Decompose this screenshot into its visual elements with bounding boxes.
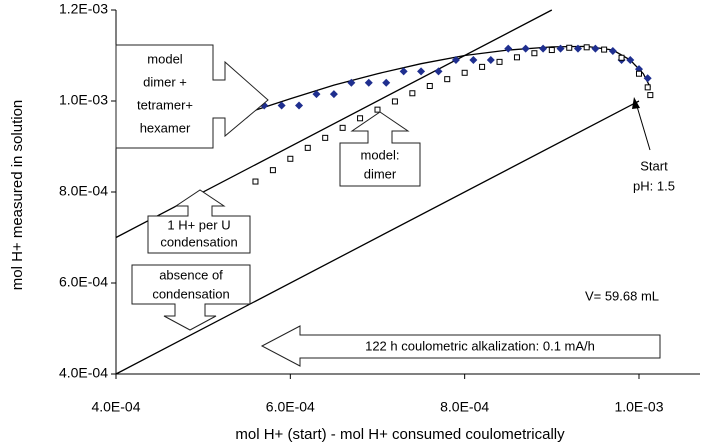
x-tick-label: 8.0E-04 xyxy=(440,399,489,415)
diamond-marker xyxy=(626,56,635,65)
square-marker xyxy=(479,63,486,70)
diamond-marker xyxy=(469,56,478,65)
diamond-marker xyxy=(591,44,600,53)
annotation-text: 122 h coulometric alkalization: 0.1 mA/h xyxy=(365,338,595,353)
square-marker xyxy=(269,167,276,174)
annotation-text: V= 59.68 mL xyxy=(585,288,659,303)
diamond-marker xyxy=(504,44,513,53)
annotation-arrow xyxy=(147,189,251,254)
x-axis-label: mol H+ (start) - mol H+ consumed coulome… xyxy=(235,426,565,443)
y-tick-label: 6.0E-04 xyxy=(59,274,108,290)
square-marker xyxy=(252,178,259,185)
y-tick-label: 4.0E-04 xyxy=(59,365,108,381)
diamond-marker xyxy=(382,78,391,87)
x-tick-label: 6.0E-04 xyxy=(266,399,315,415)
square-marker xyxy=(444,76,451,83)
square-marker xyxy=(322,134,329,141)
square-marker xyxy=(548,47,555,54)
square-marker xyxy=(304,144,311,151)
diamond-marker xyxy=(295,101,304,110)
y-axis-label: mol H+ measured in solution xyxy=(9,100,26,291)
diamond-marker xyxy=(364,78,373,87)
y-tick-label: 1.0E-03 xyxy=(59,92,108,108)
diamond-marker xyxy=(451,56,460,65)
diamond-marker xyxy=(434,67,443,76)
annotation-arrow xyxy=(339,111,421,187)
annotation-text: pH: 1.5 xyxy=(633,178,675,193)
annotation-arrow xyxy=(260,325,661,367)
y-tick-label: 1.2E-03 xyxy=(59,1,108,17)
square-marker xyxy=(496,58,503,65)
square-marker xyxy=(513,54,520,61)
square-marker xyxy=(357,115,364,122)
square-marker xyxy=(635,70,642,77)
x-tick-label: 4.0E-04 xyxy=(91,399,140,415)
annotation-text: dimer xyxy=(364,166,397,181)
diamond-marker xyxy=(277,101,286,110)
square-marker xyxy=(601,46,608,53)
annotation-arrow xyxy=(131,264,251,331)
annotations: model dimer + tetramer+ hexamer model: d… xyxy=(115,44,675,367)
plot-area: 4.0E-04 6.0E-04 8.0E-04 1.0E-03 1.2E-03 4.0E-… xyxy=(59,1,700,415)
square-marker xyxy=(287,155,294,162)
square-marker xyxy=(409,90,416,97)
square-marker xyxy=(618,54,625,61)
annotation-text: condensation xyxy=(152,286,229,301)
diamond-marker xyxy=(329,90,338,99)
annotation-text: 1 H+ per U xyxy=(167,217,230,232)
annotation-arrow xyxy=(115,44,269,149)
annotation-text: hexamer xyxy=(140,120,191,135)
diamond-marker xyxy=(521,44,530,53)
diamond-marker xyxy=(312,90,321,99)
diamond-marker xyxy=(347,78,356,87)
square-marker xyxy=(339,124,346,131)
y-tick-label: 8.0E-04 xyxy=(59,183,108,199)
annotation-text: Start xyxy=(640,158,668,173)
square-marker xyxy=(426,82,433,89)
diamond-marker xyxy=(486,56,495,65)
diamond-marker xyxy=(608,46,617,55)
square-marker xyxy=(531,50,538,57)
annotation-text: tetramer+ xyxy=(137,97,193,112)
diamond-marker xyxy=(539,44,548,53)
annotation-text: dimer + xyxy=(143,74,187,89)
annotation-text: absence of xyxy=(159,267,223,282)
annotation-pointer-head xyxy=(632,97,640,109)
annotation-text: model: xyxy=(360,147,399,162)
square-marker xyxy=(644,84,651,91)
annotation-text: condensation xyxy=(160,234,237,249)
square-marker xyxy=(566,44,573,51)
diamond-marker xyxy=(399,67,408,76)
line-series xyxy=(115,100,640,375)
diamond-marker xyxy=(573,44,582,53)
line-series xyxy=(229,45,651,119)
square-marker xyxy=(374,106,381,113)
square-marker xyxy=(461,69,468,76)
annotation-text: model xyxy=(147,51,183,66)
square-marker xyxy=(583,44,590,51)
diamond-marker xyxy=(643,74,652,83)
annotation-pointer xyxy=(635,102,651,151)
square-marker xyxy=(391,98,398,105)
diamond-marker xyxy=(556,44,565,53)
x-tick-label: 1.0E-03 xyxy=(614,399,663,415)
diamond-marker xyxy=(417,67,426,76)
square-marker xyxy=(647,92,654,99)
